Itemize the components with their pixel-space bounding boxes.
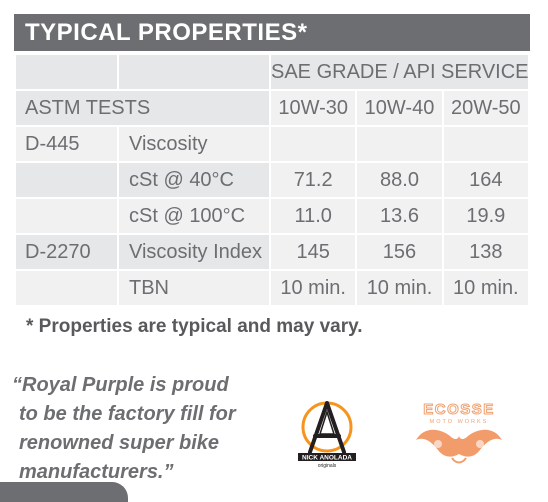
value-10w30 bbox=[268, 125, 358, 163]
value-20w50: 164 bbox=[441, 161, 531, 199]
ecosse-logo-subtext: MOTO WORKS bbox=[430, 419, 489, 425]
table-group-header-row: SAE GRADE / API SERVICE bbox=[14, 53, 530, 91]
table-header-row: ASTM TESTS 10W-30 10W-40 20W-50 bbox=[14, 89, 531, 127]
property-name: cSt @ 40°C bbox=[117, 161, 271, 199]
value-10w30: 71.2 bbox=[268, 161, 358, 199]
property-name: Viscosity bbox=[117, 125, 271, 163]
quote-line: renowned super bike bbox=[19, 432, 220, 454]
value-20w50: 138 bbox=[441, 233, 531, 271]
bottom-tab bbox=[0, 482, 128, 502]
test-code: D-2270 bbox=[14, 233, 119, 271]
table-row: D-2270 Viscosity Index 145 156 138 bbox=[14, 233, 531, 271]
quote-line: to be the factory fill for bbox=[19, 403, 236, 425]
value-10w40: 10 min. bbox=[355, 269, 444, 307]
value-10w30: 10 min. bbox=[268, 269, 358, 307]
table-row: TBN 10 min. 10 min. 10 min. bbox=[14, 269, 531, 307]
grade-header-10w30: 10W-30 bbox=[268, 89, 358, 127]
property-name: Viscosity Index bbox=[117, 233, 271, 271]
value-20w50: 10 min. bbox=[441, 269, 531, 307]
sae-grade-header: SAE GRADE / API SERVICE bbox=[269, 53, 530, 91]
test-code bbox=[14, 161, 119, 199]
ecosse-logo: ECOSSE MOTO WORKS bbox=[416, 401, 502, 464]
astm-tests-header: ASTM TESTS bbox=[14, 89, 271, 127]
page-title: TYPICAL PROPERTIES* bbox=[14, 14, 530, 51]
value-10w30: 145 bbox=[268, 233, 358, 271]
nick-logo-subtext: originals bbox=[318, 463, 337, 468]
nick-logo-text: NICK ANOLADA bbox=[302, 455, 352, 462]
test-code bbox=[14, 269, 119, 307]
property-name: cSt @ 100°C bbox=[117, 197, 271, 235]
value-10w40: 88.0 bbox=[355, 161, 444, 199]
quote-line: manufacturers.” bbox=[19, 461, 174, 483]
grade-header-10w40: 10W-40 bbox=[355, 89, 444, 127]
ecosse-logo-text: ECOSSE bbox=[423, 401, 495, 418]
properties-table: SAE GRADE / API SERVICE ASTM TESTS 10W-3… bbox=[14, 53, 531, 307]
nick-anolada-logo: NICK ANOLADA originals bbox=[298, 401, 356, 468]
grade-header-20w50: 20W-50 bbox=[441, 89, 531, 127]
lion-emblem bbox=[416, 429, 502, 457]
value-10w40: 156 bbox=[355, 233, 444, 271]
value-20w50 bbox=[441, 125, 531, 163]
table-cell-empty bbox=[117, 53, 271, 91]
test-code: D-445 bbox=[14, 125, 119, 163]
quote-line: “Royal Purple is proud bbox=[12, 374, 229, 396]
test-code bbox=[14, 197, 119, 235]
value-10w30: 11.0 bbox=[268, 197, 358, 235]
table-row: cSt @ 100°C 11.0 13.6 19.9 bbox=[14, 197, 531, 235]
table-row: D-445 Viscosity bbox=[14, 125, 531, 163]
value-20w50: 19.9 bbox=[441, 197, 531, 235]
testimonial-quote: “Royal Purple is proud to be the factory… bbox=[12, 371, 272, 487]
table-cell-empty bbox=[14, 53, 119, 91]
footnote: * Properties are typical and may vary. bbox=[26, 316, 363, 337]
table-row: cSt @ 40°C 71.2 88.0 164 bbox=[14, 161, 531, 199]
value-10w40: 13.6 bbox=[355, 197, 444, 235]
value-10w40 bbox=[355, 125, 444, 163]
property-name: TBN bbox=[117, 269, 271, 307]
